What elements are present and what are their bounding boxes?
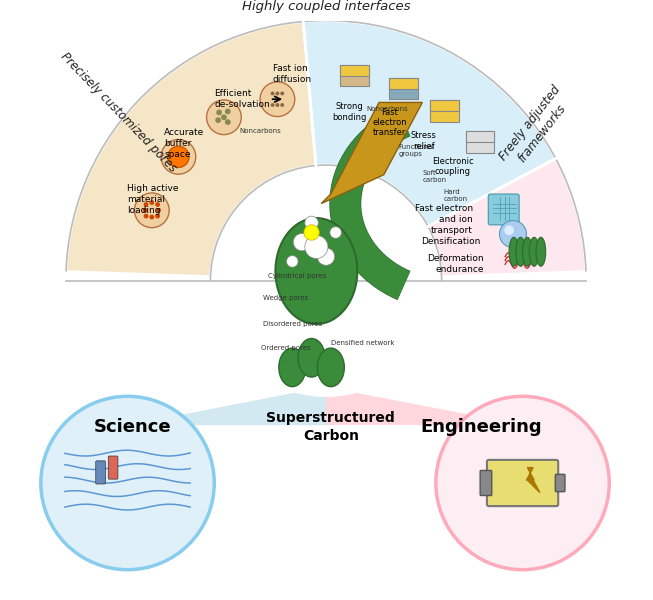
- FancyBboxPatch shape: [555, 475, 565, 491]
- Text: Ordered pores: Ordered pores: [261, 345, 310, 351]
- Circle shape: [225, 109, 231, 115]
- FancyBboxPatch shape: [108, 456, 118, 479]
- Circle shape: [436, 396, 609, 570]
- Circle shape: [317, 248, 335, 265]
- Wedge shape: [428, 158, 586, 277]
- Text: Deformation
endurance: Deformation endurance: [428, 254, 484, 274]
- Circle shape: [41, 396, 214, 570]
- Circle shape: [142, 208, 148, 213]
- Circle shape: [161, 139, 196, 174]
- Circle shape: [150, 215, 154, 220]
- FancyBboxPatch shape: [480, 470, 492, 496]
- FancyBboxPatch shape: [487, 460, 558, 506]
- FancyBboxPatch shape: [340, 65, 370, 86]
- Ellipse shape: [516, 238, 526, 266]
- Text: Hard
carbon: Hard carbon: [443, 190, 468, 202]
- Text: Fast
electron
transfer: Fast electron transfer: [373, 107, 407, 137]
- Circle shape: [144, 214, 148, 218]
- Polygon shape: [321, 103, 422, 203]
- Text: Highly coupled interfaces: Highly coupled interfaces: [242, 0, 410, 13]
- Text: Efficient
de-solvation: Efficient de-solvation: [215, 89, 270, 109]
- Text: Soft
carbon: Soft carbon: [422, 170, 447, 183]
- Circle shape: [293, 233, 311, 251]
- FancyBboxPatch shape: [340, 65, 370, 76]
- Text: Superstructured
Carbon: Superstructured Carbon: [266, 411, 395, 443]
- Polygon shape: [526, 467, 540, 493]
- Text: Cylindrical pores: Cylindrical pores: [268, 273, 326, 279]
- FancyBboxPatch shape: [488, 194, 519, 225]
- Circle shape: [500, 221, 526, 248]
- Circle shape: [504, 226, 514, 235]
- Text: Engineering: Engineering: [420, 418, 542, 436]
- Polygon shape: [326, 386, 522, 425]
- Ellipse shape: [279, 348, 306, 386]
- Ellipse shape: [509, 238, 518, 266]
- Text: Functional
groups: Functional groups: [398, 144, 434, 157]
- FancyBboxPatch shape: [96, 461, 105, 484]
- Circle shape: [144, 202, 148, 207]
- Circle shape: [260, 82, 295, 116]
- Wedge shape: [304, 20, 556, 226]
- Circle shape: [155, 202, 160, 207]
- Text: Noncarbons: Noncarbons: [366, 106, 408, 112]
- Text: Electronic
coupling: Electronic coupling: [432, 157, 473, 176]
- Circle shape: [276, 92, 279, 95]
- Circle shape: [270, 92, 274, 95]
- Circle shape: [270, 103, 274, 107]
- Circle shape: [168, 146, 189, 167]
- Text: Science: Science: [94, 418, 172, 436]
- Text: Fast electron
and ion
transport: Fast electron and ion transport: [415, 204, 473, 235]
- FancyBboxPatch shape: [430, 100, 459, 122]
- Circle shape: [225, 119, 231, 125]
- FancyBboxPatch shape: [389, 78, 418, 99]
- Text: Fast ion
diffusion: Fast ion diffusion: [272, 64, 311, 84]
- Text: Noncarbons: Noncarbons: [239, 128, 281, 134]
- Polygon shape: [127, 386, 326, 425]
- Circle shape: [280, 103, 284, 107]
- Circle shape: [276, 103, 279, 107]
- Ellipse shape: [317, 348, 344, 386]
- Ellipse shape: [536, 238, 546, 266]
- Text: Disordered pores: Disordered pores: [263, 321, 323, 327]
- Circle shape: [280, 92, 284, 95]
- Text: Precisely customized pores: Precisely customized pores: [58, 50, 180, 175]
- Text: Wedge pores: Wedge pores: [263, 295, 309, 301]
- Circle shape: [135, 193, 169, 227]
- Circle shape: [304, 225, 319, 240]
- Text: High active
material
loading: High active material loading: [127, 184, 178, 215]
- Circle shape: [216, 110, 222, 115]
- Ellipse shape: [522, 238, 532, 266]
- Circle shape: [155, 214, 160, 218]
- Circle shape: [206, 100, 241, 134]
- FancyBboxPatch shape: [430, 100, 459, 111]
- Ellipse shape: [276, 218, 357, 324]
- Circle shape: [150, 200, 154, 205]
- Circle shape: [210, 165, 441, 396]
- FancyBboxPatch shape: [389, 78, 418, 89]
- FancyBboxPatch shape: [466, 131, 494, 152]
- Text: Strong
bonding: Strong bonding: [332, 102, 367, 122]
- Circle shape: [215, 117, 221, 123]
- Text: Stress
relief: Stress relief: [411, 131, 437, 151]
- Text: Accurate
buffer
space: Accurate buffer space: [164, 128, 204, 159]
- Circle shape: [221, 115, 227, 120]
- Circle shape: [330, 227, 342, 238]
- Circle shape: [287, 256, 298, 267]
- Ellipse shape: [298, 338, 325, 377]
- Circle shape: [305, 216, 318, 230]
- Circle shape: [305, 235, 328, 259]
- Text: Densification: Densification: [421, 236, 480, 245]
- FancyBboxPatch shape: [466, 131, 494, 142]
- Circle shape: [156, 208, 161, 213]
- Text: Freely adjusted
frameworks: Freely adjusted frameworks: [496, 83, 575, 173]
- Text: Densified network: Densified network: [331, 340, 394, 346]
- Wedge shape: [66, 22, 316, 277]
- Ellipse shape: [530, 238, 539, 266]
